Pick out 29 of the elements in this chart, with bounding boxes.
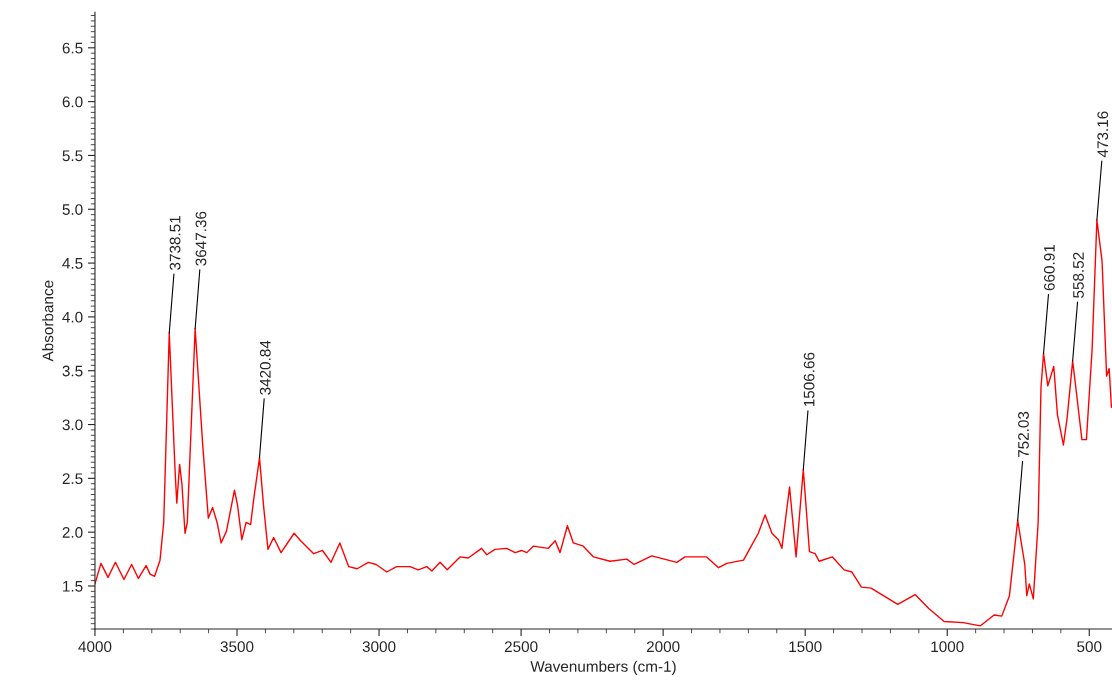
x-tick-label: 1500: [789, 641, 822, 653]
annotation: 3647.36: [195, 211, 207, 266]
y-tick-label: 2.5: [62, 473, 83, 485]
y-axis-title: Absorbance: [42, 280, 54, 362]
y-tick-label: 6.5: [62, 42, 83, 54]
x-tick-label: 3000: [362, 641, 396, 653]
y-tick-label: 5.5: [62, 150, 83, 162]
annotation: 3738.51: [169, 216, 181, 270]
y-tick-label: 4.0: [62, 311, 83, 323]
annotation: 473.16: [1097, 111, 1109, 158]
x-tick-label: 4000: [78, 641, 112, 653]
y-tick-label: 6.0: [62, 96, 83, 108]
annotation: 752.03: [1018, 411, 1029, 458]
x-tick-label: 2500: [504, 641, 538, 653]
annotation: 660.91: [1043, 245, 1055, 291]
x-axis-title: Wavenumbers (cm-1): [530, 660, 676, 675]
x-tick-label: 500: [1077, 641, 1102, 653]
annotation: 3420.84: [259, 340, 271, 395]
annotation: 558.52: [1073, 252, 1084, 298]
y-tick-label: 2.0: [62, 527, 83, 538]
annotation: 1506.66: [803, 352, 815, 407]
x-tick-label: 2000: [646, 641, 680, 653]
x-tick-label: 1000: [931, 641, 964, 653]
x-tick-label: 3500: [220, 641, 254, 653]
y-tick-label: 1.5: [63, 581, 83, 592]
y-tick-label: 3.5: [62, 365, 83, 377]
y-tick-label: 4.5: [62, 258, 83, 269]
y-tick-label: 3.0: [62, 419, 83, 431]
y-tick-label: 5.0: [62, 204, 83, 215]
